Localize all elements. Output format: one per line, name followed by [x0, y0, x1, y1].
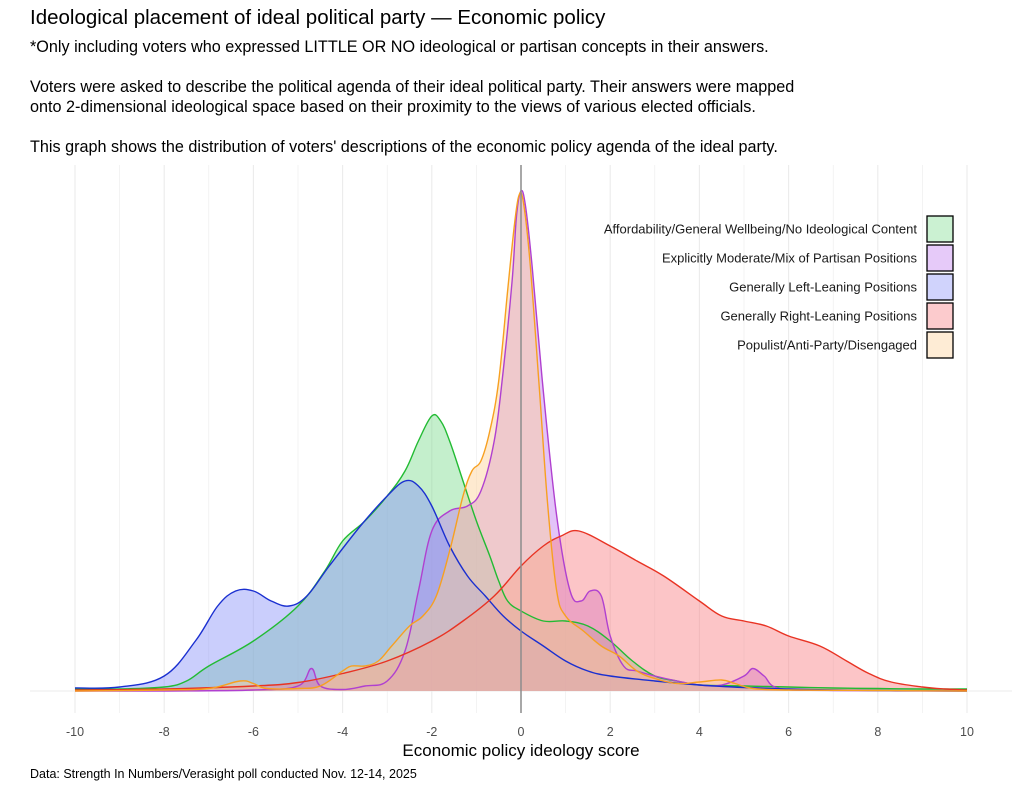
density-line-4	[74, 191, 968, 692]
x-tick-label: -10	[66, 725, 84, 739]
density-lines	[74, 189, 968, 692]
chart-subtitle: *Only including voters who expressed LIT…	[30, 38, 795, 156]
x-tick-label: -8	[159, 725, 170, 739]
x-tick-label: 8	[874, 725, 881, 739]
x-tick-label: 2	[607, 725, 614, 739]
legend-swatch-4	[926, 331, 954, 359]
x-tick-label: -2	[426, 725, 437, 739]
legend-label-1: Explicitly Moderate/Mix of Partisan Posi…	[662, 251, 918, 266]
chart-title: Ideological placement of ideal political…	[30, 6, 606, 29]
legend-label-0: Affordability/General Wellbeing/No Ideol…	[604, 222, 918, 237]
x-tick-label: 10	[960, 725, 974, 739]
x-tick-label: -4	[337, 725, 348, 739]
x-tick-label: -6	[248, 725, 259, 739]
source-caption: Data: Strength In Numbers/Verasight poll…	[30, 767, 417, 781]
legend-label-3: Generally Right-Leaning Positions	[720, 309, 917, 324]
density-area-0	[75, 414, 967, 691]
legend-swatch-2	[926, 273, 954, 301]
legend: Affordability/General Wellbeing/No Ideol…	[604, 215, 954, 359]
legend-swatch-0	[926, 215, 954, 243]
x-tick-label: 0	[518, 725, 525, 739]
legend-swatch-3	[926, 302, 954, 330]
x-tick-label: 4	[696, 725, 703, 739]
legend-label-2: Generally Left-Leaning Positions	[729, 280, 917, 295]
legend-swatch-1	[926, 244, 954, 272]
legend-label-4: Populist/Anti-Party/Disengaged	[737, 338, 917, 353]
density-line-3	[74, 529, 968, 691]
density-area-2	[75, 480, 967, 691]
x-axis-ticks: -10 -8 -6 -4 -2 0 2 4 6 8 10	[66, 725, 974, 739]
x-tick-label: 6	[785, 725, 792, 739]
density-line-2	[74, 479, 968, 692]
x-axis-label: Economic policy ideology score	[402, 741, 640, 760]
